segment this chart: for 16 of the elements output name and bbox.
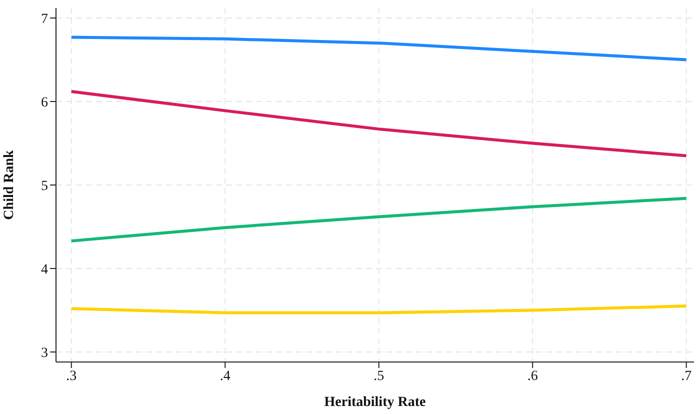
- y-tick-label: 5: [41, 178, 48, 194]
- line-series: [70, 36, 688, 62]
- y-tick-label: 3: [41, 346, 48, 361]
- line-series: [70, 196, 688, 242]
- x-tick-label: .3: [66, 368, 77, 384]
- y-axis-title: Child Rank: [2, 150, 17, 220]
- line-series: [70, 90, 688, 158]
- x-axis-title: Heritability Rate: [324, 395, 426, 410]
- x-tick-label: .6: [527, 368, 538, 384]
- x-tick-label: .7: [681, 368, 692, 384]
- y-tick-label: 7: [41, 12, 48, 27]
- y-tick-label: 4: [41, 262, 48, 278]
- x-tick-label: .5: [374, 368, 384, 384]
- line-series: [70, 304, 688, 314]
- x-tick-label: .4: [220, 368, 230, 384]
- y-tick-label: 6: [41, 95, 48, 110]
